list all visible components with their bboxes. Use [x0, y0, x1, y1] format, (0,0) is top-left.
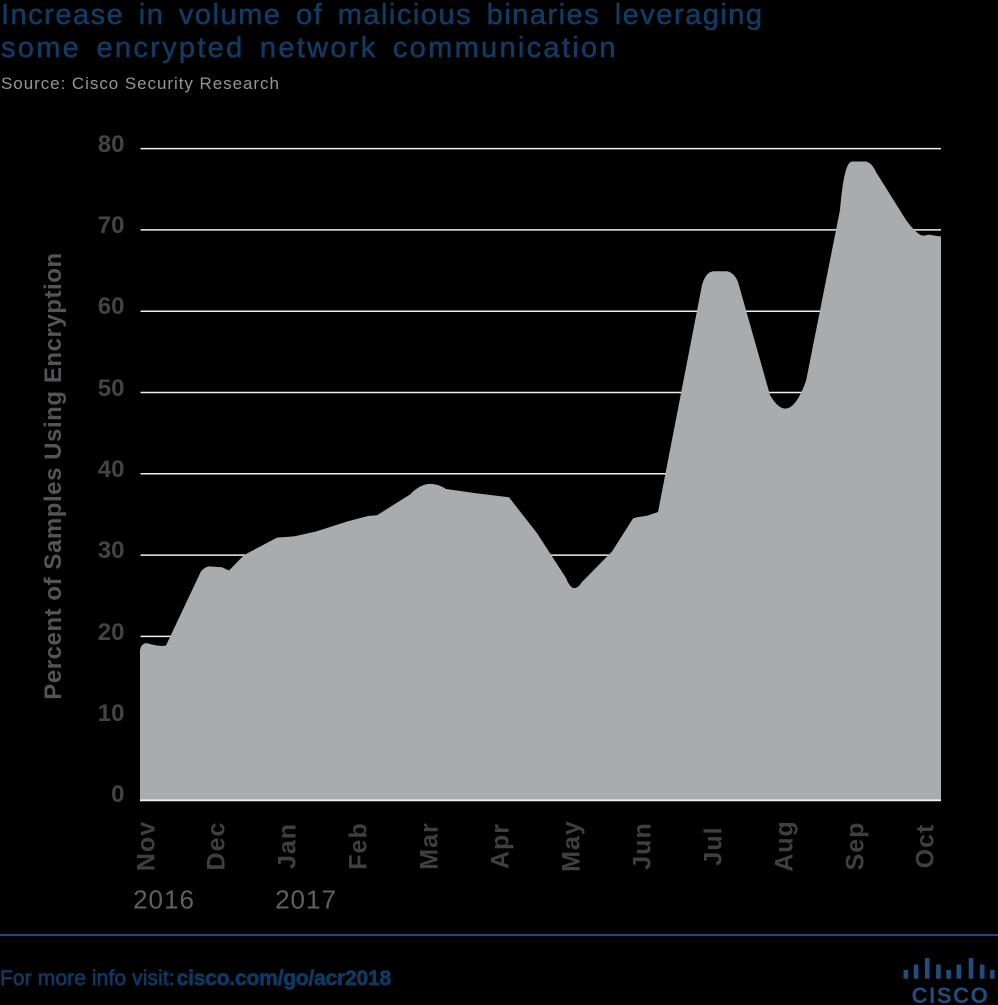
svg-text:CISCO: CISCO — [912, 983, 990, 1005]
